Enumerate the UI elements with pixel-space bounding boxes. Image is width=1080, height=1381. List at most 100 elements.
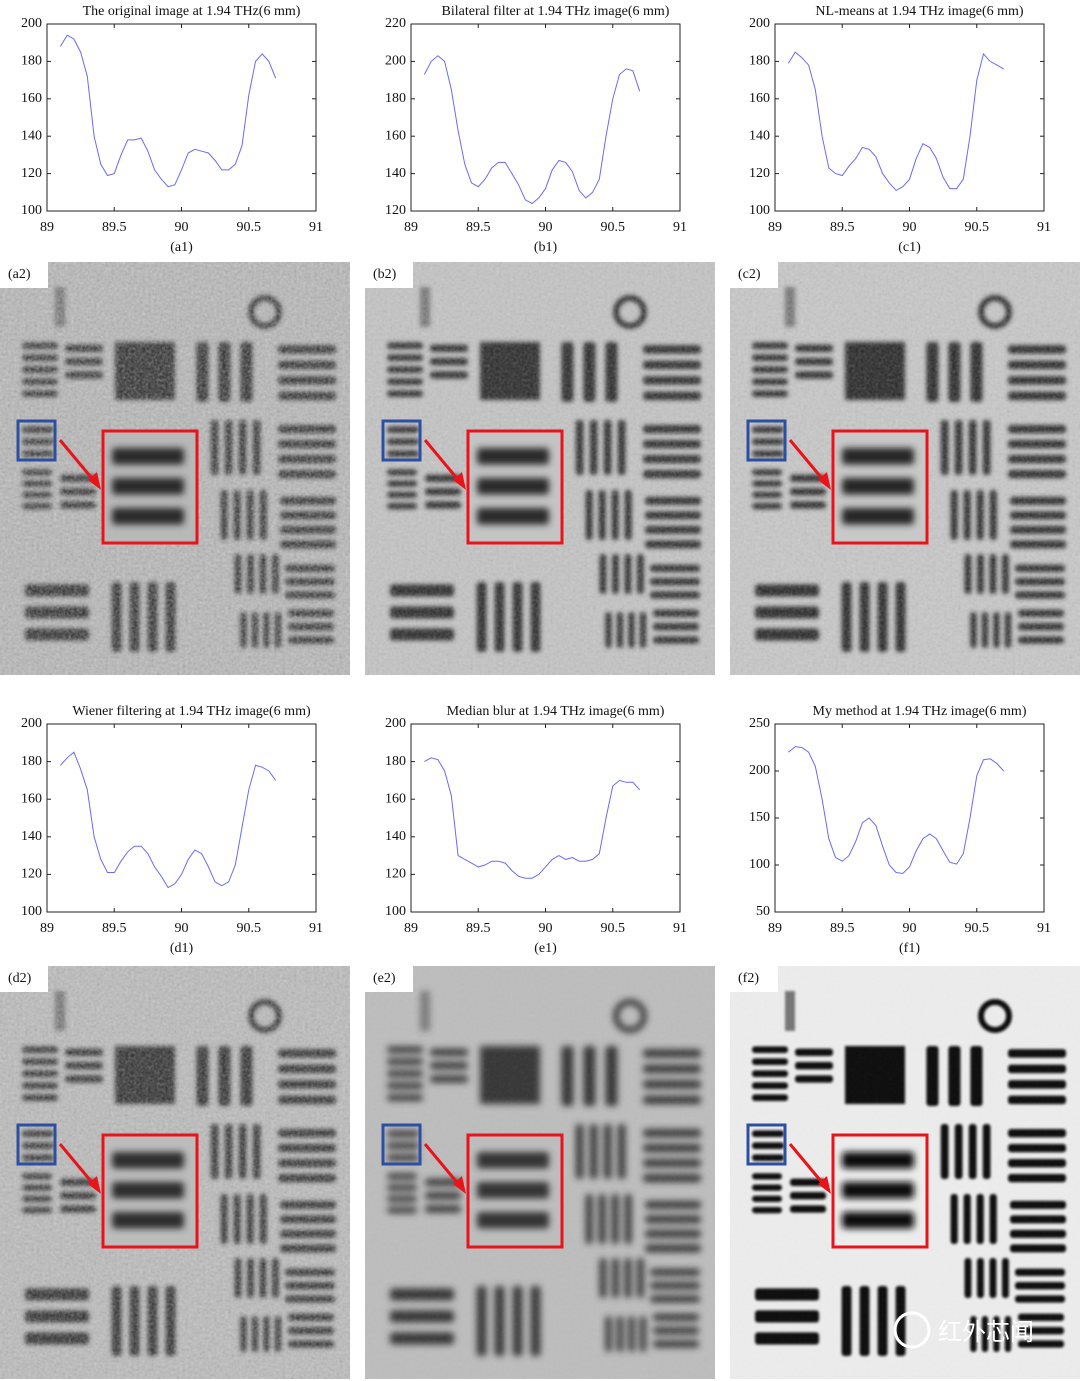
x-tick-label: 90.5: [237, 921, 262, 936]
panel-label: (f2): [738, 971, 759, 986]
target-bar: [112, 508, 184, 525]
axes-box: [46, 23, 317, 212]
inset-bars: [112, 1152, 184, 1229]
y-tick-label: 160: [385, 791, 406, 806]
line: [423, 55, 641, 205]
y-tick-label: 180: [385, 91, 406, 106]
label-bg: [365, 966, 413, 992]
watermark: 红外芯闻: [938, 1318, 1034, 1346]
caption: (a1): [170, 240, 193, 255]
y-tick-label: 120: [385, 867, 406, 882]
line: [424, 757, 641, 879]
caption: (d1): [170, 941, 194, 956]
x-tick-label: 90.5: [965, 220, 990, 235]
line: [787, 51, 1004, 192]
target-bar: [842, 1152, 914, 1169]
chart-title: Median blur at 1.94 THz image(6 mm): [447, 704, 665, 719]
label-bg: [0, 966, 48, 992]
roi-box: [16, 1123, 57, 1166]
arrow-shaft: [788, 439, 827, 483]
y-tick-label: 100: [749, 203, 770, 218]
x-tick-label: 89.5: [830, 921, 855, 936]
x-tick-label: 91: [309, 921, 323, 936]
y-tick-label: 120: [749, 166, 770, 181]
y-tick-label: 180: [21, 754, 42, 769]
axes-box: [410, 723, 681, 913]
image-panel: (b2): [365, 262, 715, 675]
roi-box: [381, 1123, 422, 1166]
inset-box: [466, 429, 564, 545]
x-tick-label: 90: [903, 220, 917, 235]
inset-bars: [477, 1152, 549, 1229]
roi-box: [16, 419, 57, 462]
image-panel: (d2): [0, 966, 350, 1379]
y-tick-label: 160: [749, 91, 770, 106]
inset-bars: [112, 448, 184, 525]
y-tick-label: 200: [385, 54, 406, 69]
inset-bars: [842, 448, 914, 525]
axes-box: [46, 723, 317, 913]
inset-box: [101, 429, 199, 545]
x-tick-label: 89: [40, 921, 54, 936]
chart-title: The original image at 1.94 THz(6 mm): [83, 4, 301, 19]
x-tick-label: 90: [539, 921, 553, 936]
y-tick-label: 100: [749, 857, 770, 872]
y-tick-label: 140: [21, 128, 42, 143]
chart-title: My method at 1.94 THz image(6 mm): [813, 704, 1027, 719]
target-bar: [477, 508, 549, 525]
y-tick-label: 120: [385, 203, 406, 218]
axes-box: [774, 723, 1045, 913]
y-tick-label: 200: [749, 16, 770, 31]
panel-label: (b2): [373, 267, 397, 282]
x-tick-label: 90: [175, 921, 189, 936]
target-bar: [477, 1152, 549, 1169]
arrow-shaft: [423, 439, 462, 483]
roi-box: [381, 419, 422, 462]
target-bar: [477, 478, 549, 495]
x-tick-label: 89: [404, 220, 418, 235]
image-panel: (f2): [730, 966, 1080, 1379]
x-tick-label: 89.5: [466, 921, 491, 936]
panel-label: (d2): [8, 971, 32, 986]
y-tick-label: 100: [21, 904, 42, 919]
x-tick-label: 90: [903, 921, 917, 936]
arrow-head: [88, 1176, 101, 1194]
line: [60, 751, 277, 889]
axes-box: [774, 23, 1045, 212]
panel-label: (e2): [373, 971, 396, 986]
x-tick-label: 90: [175, 220, 189, 235]
arrow-head: [88, 472, 101, 490]
target-bar: [112, 1152, 184, 1169]
y-tick-label: 160: [385, 128, 406, 143]
x-tick-label: 89.5: [102, 220, 127, 235]
y-tick-label: 160: [21, 91, 42, 106]
x-tick-label: 91: [1037, 220, 1051, 235]
target-bar: [477, 1212, 549, 1229]
x-tick-label: 91: [673, 220, 687, 235]
inset-box: [466, 1133, 564, 1249]
roi-box: [746, 1123, 787, 1166]
y-tick-label: 220: [385, 16, 406, 31]
y-tick-label: 120: [21, 166, 42, 181]
y-tick-label: 140: [21, 829, 42, 844]
caption: (b1): [534, 240, 558, 255]
inset-box: [831, 1133, 929, 1249]
inset-box: [101, 1133, 199, 1249]
image-panel: (a2): [0, 262, 350, 675]
x-tick-label: 89.5: [102, 921, 127, 936]
target-bar: [842, 508, 914, 525]
y-tick-label: 100: [21, 203, 42, 218]
x-tick-label: 89: [404, 921, 418, 936]
target-bar: [477, 1182, 549, 1199]
x-tick-label: 90.5: [237, 220, 262, 235]
label-bg: [730, 966, 778, 992]
x-tick-label: 90: [539, 220, 553, 235]
target-bar: [112, 478, 184, 495]
x-tick-label: 90.5: [601, 220, 626, 235]
chart-title: NL-means at 1.94 THz image(6 mm): [815, 4, 1023, 19]
label-bg: [730, 262, 778, 288]
y-tick-label: 200: [21, 716, 42, 731]
x-tick-label: 89.5: [466, 220, 491, 235]
arrow-shaft: [58, 1143, 97, 1187]
